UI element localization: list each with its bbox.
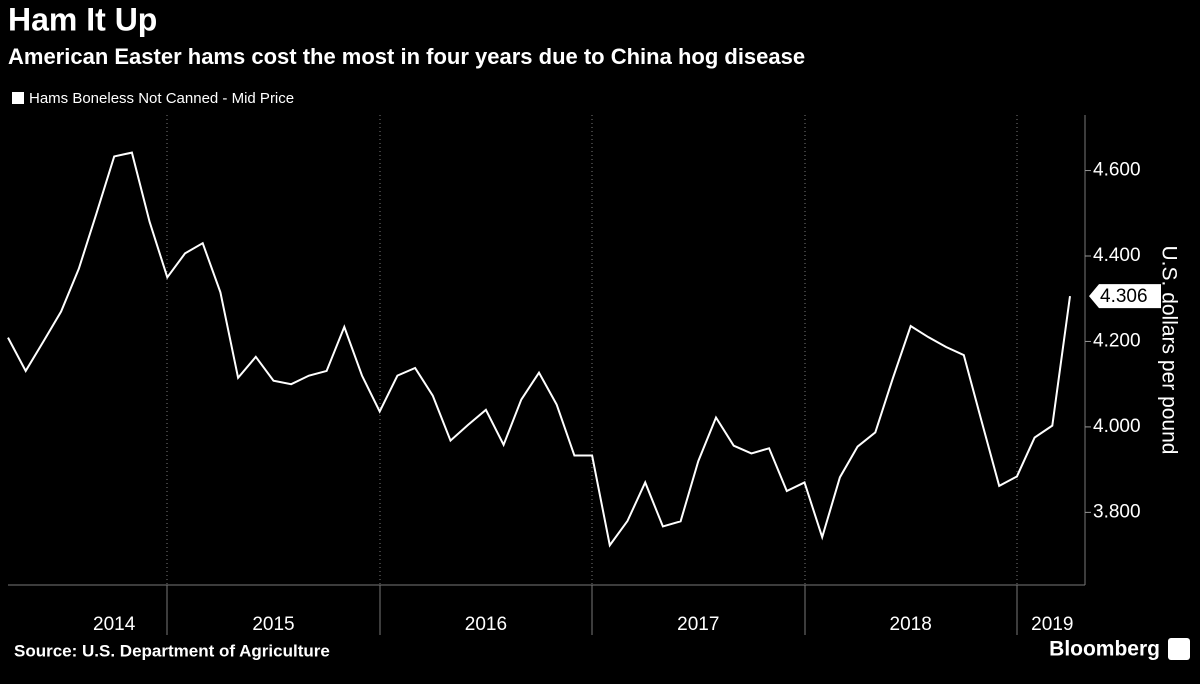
y-tick-label: 4.400 — [1093, 245, 1141, 266]
x-tick-label: 2014 — [93, 614, 136, 635]
y-tick-label: 3.800 — [1093, 501, 1141, 522]
y-tick-label: 4.600 — [1093, 160, 1141, 181]
x-tick-label: 2015 — [252, 614, 294, 635]
brand-logo — [1168, 638, 1190, 660]
chart-title: Ham It Up — [8, 1, 157, 37]
brand: Bloomberg — [1049, 638, 1160, 661]
last-value-label: 4.306 — [1100, 286, 1148, 307]
x-tick-label: 2019 — [1031, 614, 1073, 635]
x-tick-label: 2017 — [677, 614, 719, 635]
x-tick-label: 2016 — [465, 614, 507, 635]
line — [7, 151, 1071, 548]
y-tick-label: 4.000 — [1093, 416, 1141, 437]
y-axis-label: U.S. dollars per pound — [1157, 246, 1180, 455]
chart-subtitle: American Easter hams cost the most in fo… — [8, 44, 805, 69]
x-tick-label: 2018 — [890, 614, 932, 635]
source: Source: U.S. Department of Agriculture — [14, 641, 330, 660]
legend-swatch — [12, 92, 24, 104]
last-value-box — [1089, 284, 1161, 309]
legend-label: Hams Boneless Not Canned - Mid Price — [29, 90, 294, 107]
y-tick-label: 4.200 — [1093, 330, 1141, 351]
